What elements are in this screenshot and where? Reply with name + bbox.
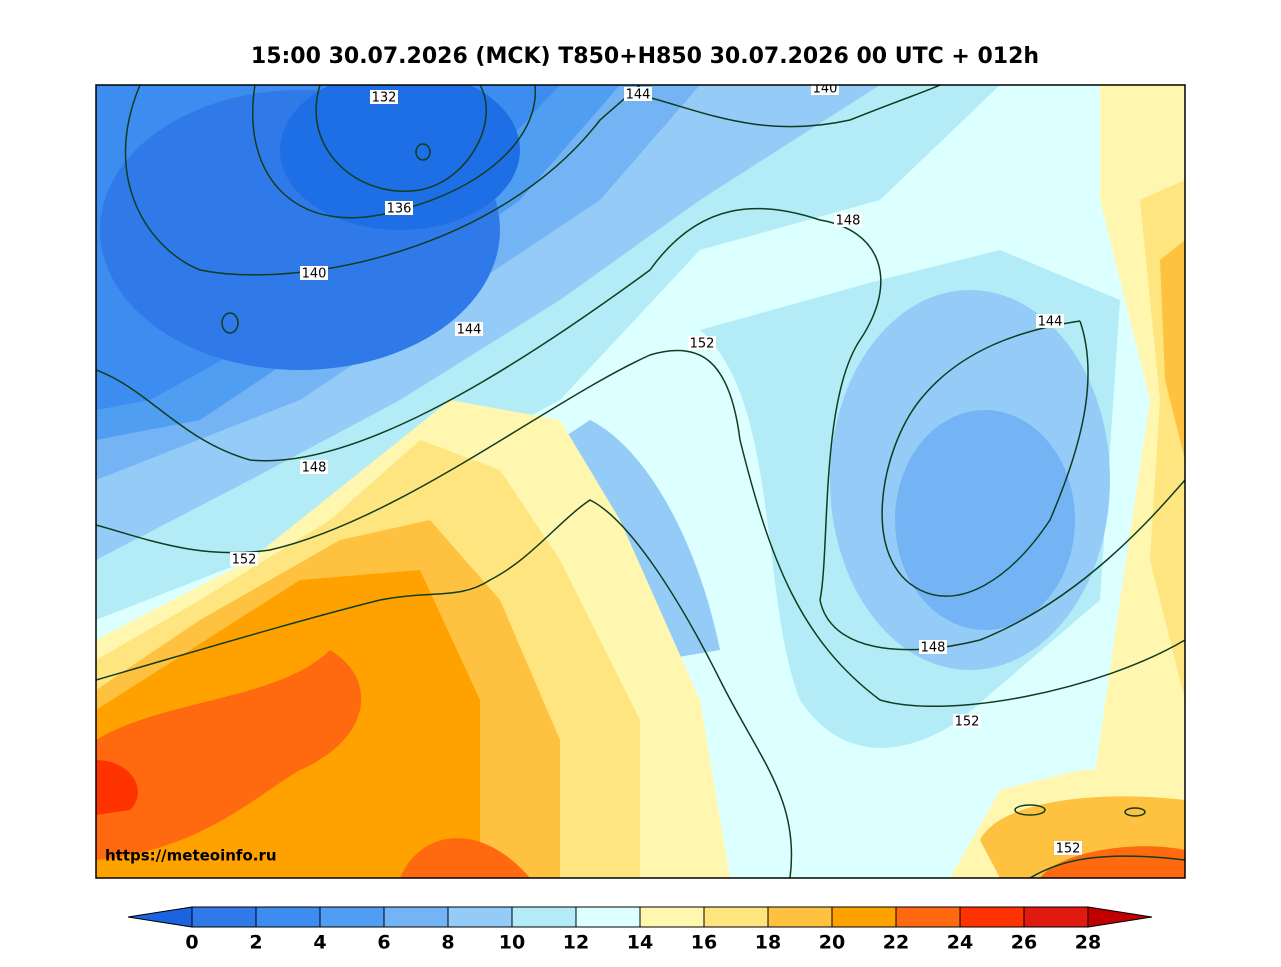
colorbar-tick-label: 22 [883,932,909,954]
contour-label: 144 [1038,315,1063,330]
contour-label-bg [811,85,839,95]
colorbar-tick-label: 26 [1011,932,1037,954]
colorbar-segment [831,906,897,928]
contour-label-bg [919,640,947,654]
contour-label: 144 [457,323,482,338]
contour-label-bg [953,714,981,728]
contour-label-bg [300,460,328,474]
colorbar-segment [255,906,321,928]
colorbar-segment [895,906,961,928]
colorbar-segment [767,906,833,928]
colorbar-segment [511,906,577,928]
contour-label-bg [230,552,258,566]
colorbar-segment [319,906,385,928]
colorbar-tick-label: 0 [185,932,198,954]
contour-label-bg [370,90,398,104]
colorbar-segment [191,906,257,928]
colorbar: 0 2 4 6 8 10 12 14 16 18 20 22 24 26 28 [127,906,1153,954]
contour-label-bg [385,201,413,215]
map-field: 132 144 140 136 148 140 144 152 144 148 152 148 152 1… [96,82,1185,878]
contour-label-bg [1036,314,1064,328]
colorbar-segment [575,906,641,928]
contour-label-bg [624,87,652,101]
colorbar-tick-label: 4 [313,932,326,954]
colorbar-segment [639,906,705,928]
contour-label: 148 [302,461,327,476]
contour-label: 148 [921,641,946,656]
colorbar-tick-label: 28 [1075,932,1101,954]
contour-label: 136 [387,202,412,217]
contour-label: 152 [955,715,980,730]
contour-label: 132 [372,91,397,106]
colorbar-segment [1023,906,1089,928]
colorbar-over [1087,906,1153,928]
colorbar-tick-label: 12 [563,932,589,954]
colorbar-segment [447,906,513,928]
watermark: https://meteoinfo.ru [105,847,277,865]
colorbar-tick-label: 10 [499,932,525,954]
colorbar-tick-label: 20 [819,932,845,954]
contour-label: 140 [813,82,838,97]
contour-label-bg [834,213,862,227]
contour-label-bg [300,266,328,280]
contour-label: 144 [626,88,651,103]
contour-label-bg [455,322,483,336]
colorbar-tick-label: 2 [249,932,262,954]
colorbar-under [127,906,193,928]
contour-label: 148 [836,214,861,229]
contour-label: 152 [232,553,257,568]
contour-label: 152 [690,337,715,352]
colorbar-segment [959,906,1025,928]
colorbar-tick-label: 18 [755,932,781,954]
colorbar-tick-label: 16 [691,932,717,954]
colorbar-tick-label: 8 [441,932,454,954]
colorbar-tick-label: 24 [947,932,973,954]
colorbar-segment [703,906,769,928]
colorbar-tick-label: 14 [627,932,653,954]
contour-label-bg [688,336,716,350]
contour-label-bg [1054,841,1082,855]
contour-label: 152 [1056,842,1081,857]
contour-label: 140 [302,267,327,282]
title: 15:00 30.07.2026 (MCK) T850+H850 30.07.2… [251,44,1039,69]
colorbar-segment [383,906,449,928]
map-frame [95,84,1186,879]
colorbar-tick-label: 6 [377,932,390,954]
